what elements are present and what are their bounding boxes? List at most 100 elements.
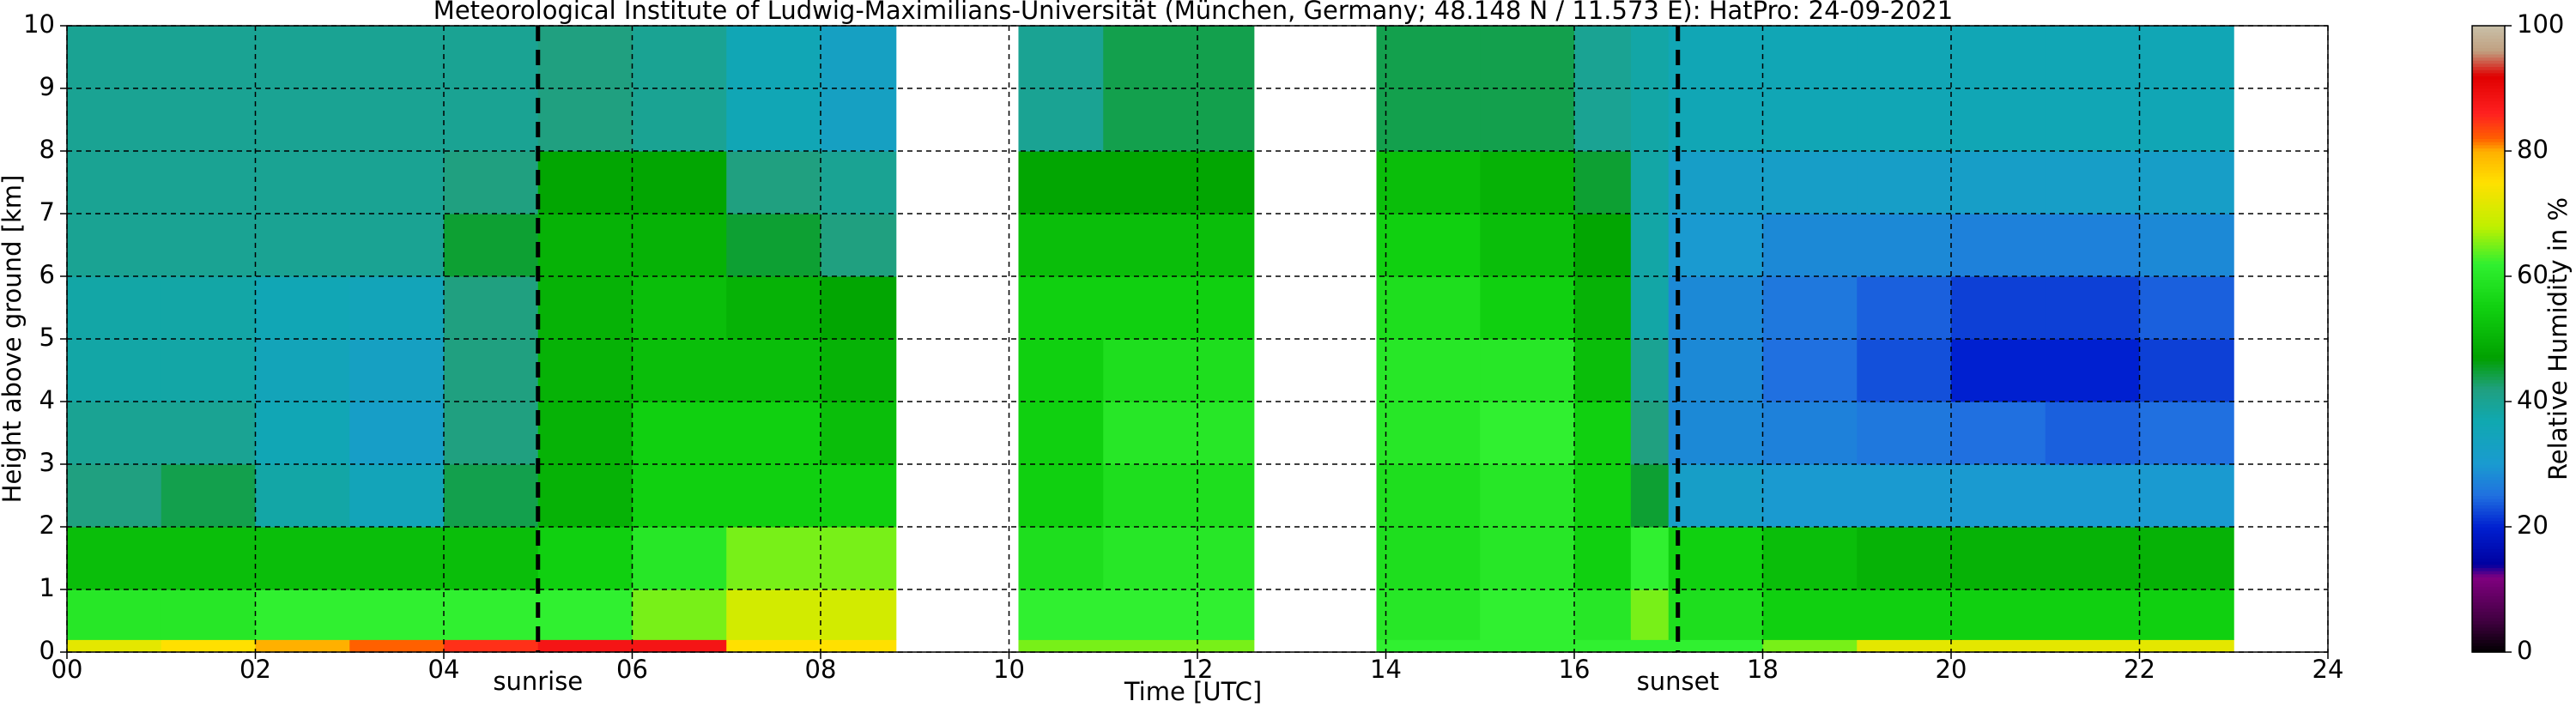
colorbar-cell [2472,383,2505,387]
colorbar-cell [2472,552,2505,556]
colorbar-cell [2472,335,2505,340]
heatmap-cell [2139,214,2234,277]
colorbar-cell [2472,304,2505,309]
heatmap-cell [2045,214,2140,277]
colorbar-cell [2472,366,2505,372]
colorbar-label: Relative Humidity in % [2543,197,2573,480]
heatmap-cell [1574,589,1632,640]
heatmap-cell [1951,402,2046,465]
colorbar-cell [2472,132,2505,136]
heatmap-cell [726,339,821,402]
colorbar-cell [2472,135,2505,139]
colorbar-cell [2472,104,2505,108]
heatmap-cell [1103,589,1198,640]
heatmap-cell [726,589,821,640]
colorbar-cell [2472,204,2505,208]
heatmap-cell [632,402,727,465]
heatmap-cell [1630,276,1670,340]
colorbar-cell [2472,144,2505,148]
colorbar-cell [2472,79,2505,83]
heatmap-cell [1103,639,1198,653]
colorbar-cell [2472,185,2505,190]
colorbar-cell [2472,251,2505,256]
heatmap-cell [1951,639,2046,653]
heatmap-cell [1857,276,1952,340]
heatmap-cell [1018,151,1104,215]
colorbar-cell [2472,53,2505,58]
colorbar-cell [2472,82,2505,86]
heatmap-cell [1668,151,1763,215]
heatmap-cell [349,339,445,402]
colorbar-cell [2472,514,2505,518]
heatmap-cell [2045,589,2140,640]
y-tick-label: 9 [39,72,55,101]
colorbar-cell [2472,577,2505,581]
colorbar-cell [2472,106,2505,112]
heatmap-cell [255,639,350,653]
heatmap-cell [1480,276,1575,340]
colorbar-cell [2472,41,2505,45]
colorbar-cell [2472,163,2505,167]
colorbar-cell [2472,332,2505,336]
colorbar-cell [2472,276,2505,281]
heatmap-cell [821,339,897,402]
colorbar-cell [2472,210,2505,215]
heatmap-cell [1951,151,2046,215]
heatmap-cell [821,151,897,215]
x-tick-label: 24 [2312,655,2344,684]
colorbar-cell [2472,47,2505,51]
heatmap-cell [2045,402,2140,465]
heatmap-cell [2045,151,2140,215]
colorbar-cell [2472,542,2505,547]
heatmap-cell [632,464,727,528]
chart-title: Meteorological Institute of Ludwig-Maxim… [433,0,1953,25]
heatmap-cell [1630,464,1670,528]
heatmap-cell [1951,464,2046,528]
colorbar-cell [2472,226,2505,230]
colorbar-cell [2472,160,2505,165]
colorbar-cell [2472,63,2505,68]
colorbar-cell [2472,116,2505,121]
heatmap-cell [1376,214,1481,277]
heatmap-cell [1018,276,1104,340]
heatmap-cell [1857,402,1952,465]
heatmap-cell [2139,402,2234,465]
heatmap-cell [1762,339,1858,402]
colorbar-cell [2472,176,2505,180]
colorbar-cell [2472,583,2505,587]
colorbar-cell [2472,307,2505,311]
colorbar-cell [2472,201,2505,205]
colorbar-cell [2472,529,2505,534]
colorbar-cell [2472,301,2505,305]
colorbar-cell [2472,154,2505,158]
heatmap-cell [821,214,897,277]
colorbar-cell [2472,630,2505,634]
colorbar-cell [2472,404,2505,408]
colorbar-cell [2472,457,2505,462]
heatmap-cell [1103,276,1198,340]
x-tick-label: 00 [52,655,83,684]
colorbar-cell [2472,125,2505,130]
colorbar-cell [2472,482,2505,487]
colorbar-cell [2472,564,2505,569]
colorbar-cell [2472,119,2505,124]
colorbar-cell [2472,113,2505,118]
heatmap-cell [444,527,539,590]
colorbar-cell [2472,220,2505,224]
colorbar-tick-label: 0 [2517,636,2532,665]
colorbar-cell [2472,229,2505,233]
heatmap-cell [161,214,256,277]
heatmap-cell [537,402,633,465]
colorbar-cell [2472,410,2505,415]
colorbar-cell [2472,182,2505,186]
colorbar-cell [2472,601,2505,606]
heatmap-cell [1197,151,1255,215]
heatmap-cell [161,276,256,340]
heatmap-cell [1762,639,1858,653]
colorbar-cell [2472,649,2505,653]
heatmap-cell [67,639,162,653]
heatmap-cell [1480,464,1575,528]
heatmap-cell [1762,214,1858,277]
colorbar-cell [2472,389,2505,393]
